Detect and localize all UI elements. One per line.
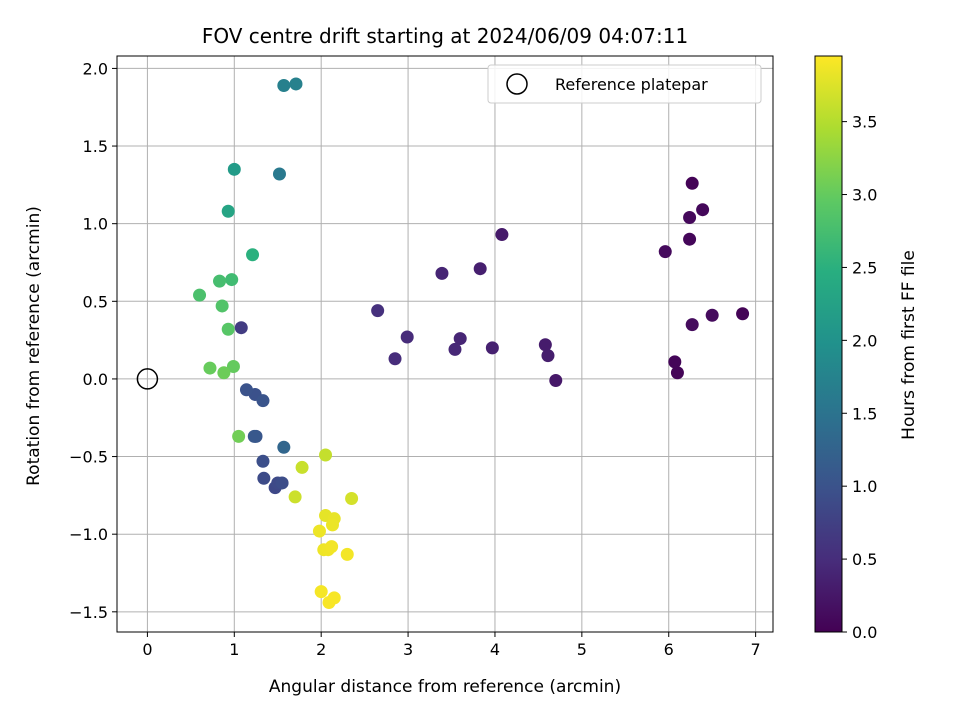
legend: Reference platepar [487, 64, 762, 104]
data-point [683, 232, 697, 246]
x-tick-label: 7 [751, 640, 761, 659]
colorbar-tick-label: 2.0 [852, 331, 877, 350]
data-point [541, 349, 555, 363]
data-point [289, 77, 303, 91]
data-point [685, 318, 699, 332]
data-point [668, 355, 682, 369]
data-point [272, 167, 286, 181]
data-point [448, 342, 462, 356]
reference-marker [136, 368, 159, 390]
data-point [319, 448, 333, 462]
colorbar-tick-label: 1.5 [852, 404, 877, 423]
y-tick-label: −1.5 [69, 603, 108, 622]
x-tick-label: 2 [316, 640, 326, 659]
data-point [225, 273, 239, 287]
data-point [670, 366, 684, 380]
legend-marker-reference [506, 73, 528, 95]
colorbar: 0.0 0.5 1.0 1.5 2.0 2.5 3.0 3.5 Hours from firs… [814, 55, 919, 642]
data-point [473, 262, 487, 276]
data-point [213, 274, 227, 288]
y-tick-label: 2.0 [83, 59, 108, 78]
data-point [275, 476, 289, 490]
data-point [239, 383, 253, 397]
plot-frame [116, 55, 774, 633]
data-point [203, 361, 217, 375]
data-point [217, 366, 231, 380]
data-point [232, 429, 246, 443]
data-point [435, 266, 449, 280]
data-point [388, 352, 402, 366]
data-point [288, 490, 302, 504]
y-tick-label: 1.0 [83, 215, 108, 234]
colorbar-tick-label: 0.5 [852, 550, 877, 569]
data-point [314, 585, 328, 599]
colorbar-tick-label: 3.0 [852, 186, 877, 205]
data-point [371, 304, 385, 318]
data-point [193, 288, 207, 302]
data-point [221, 204, 235, 218]
y-tick-label: 0.5 [83, 292, 108, 311]
grid-lines [117, 56, 773, 632]
colorbar-label: Hours from first FF file [899, 250, 919, 440]
y-axis-ticks: −1.5 −1.0 −0.5 0.0 0.5 1.0 1.5 2.0 [69, 59, 117, 622]
data-point [312, 524, 326, 538]
data-point [658, 245, 672, 259]
y-tick-label: 0.0 [83, 370, 108, 389]
chart-title: FOV centre drift starting at 2024/06/09 … [202, 24, 688, 48]
data-point [325, 540, 339, 554]
colorbar-tick-label: 3.5 [852, 113, 877, 132]
reference-point [136, 368, 159, 390]
legend-box [487, 64, 762, 104]
colorbar-tick-label: 1.0 [852, 477, 877, 496]
data-point [215, 299, 229, 313]
x-axis-ticks: 0 1 2 3 4 5 6 7 [142, 632, 761, 659]
x-tick-label: 6 [664, 640, 674, 659]
data-point [277, 440, 291, 454]
x-tick-label: 4 [490, 640, 500, 659]
y-tick-label: 1.5 [83, 137, 108, 156]
data-point [325, 518, 339, 532]
data-point [485, 341, 499, 355]
x-axis-label: Angular distance from reference (arcmin) [269, 677, 621, 697]
data-point [340, 547, 354, 561]
data-point [226, 360, 240, 374]
data-point [246, 248, 260, 262]
data-point [705, 308, 719, 322]
data-point [696, 203, 710, 217]
x-tick-label: 3 [403, 640, 413, 659]
colorbar-ticks: 0.0 0.5 1.0 1.5 2.0 2.5 3.0 3.5 [842, 113, 877, 642]
data-point [295, 460, 309, 474]
data-point [549, 373, 563, 387]
x-tick-label: 5 [577, 640, 587, 659]
data-point [256, 454, 270, 468]
data-point [453, 332, 467, 346]
data-point [256, 394, 270, 408]
colorbar-gradient [814, 55, 843, 633]
data-point [277, 78, 291, 92]
data-point [685, 176, 699, 190]
data-point [227, 162, 241, 176]
data-point [400, 330, 414, 344]
x-tick-label: 1 [229, 640, 239, 659]
colorbar-tick-label: 0.0 [852, 623, 877, 642]
data-point [257, 471, 271, 485]
colorbar-tick-label: 2.5 [852, 258, 877, 277]
x-tick-label: 0 [142, 640, 152, 659]
data-point [736, 307, 750, 321]
data-point [538, 338, 552, 352]
data-point [322, 596, 336, 610]
data-point [221, 322, 235, 336]
legend-label-reference: Reference platepar [555, 75, 708, 94]
data-points [193, 77, 750, 610]
data-point [683, 210, 697, 224]
y-tick-label: −0.5 [69, 448, 108, 467]
data-point [247, 429, 261, 443]
data-point [345, 491, 359, 505]
data-point [234, 321, 248, 335]
y-tick-label: −1.0 [69, 525, 108, 544]
y-axis-label: Rotation from reference (arcmin) [24, 206, 44, 486]
data-point [495, 228, 509, 242]
